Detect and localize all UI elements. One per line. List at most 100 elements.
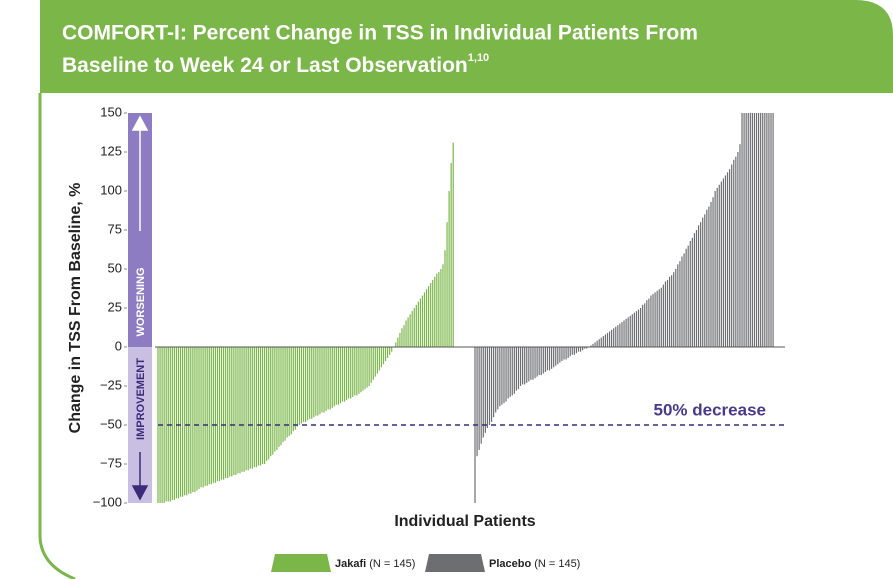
bar (575, 347, 578, 354)
bar (225, 347, 227, 479)
bar (253, 347, 255, 468)
bar (179, 347, 182, 497)
bar (317, 347, 319, 416)
bar (241, 347, 243, 472)
y-axis-label: Change in TSS From Baseline, % (67, 183, 84, 434)
bar (286, 347, 288, 438)
y-tick-label: 100 (100, 182, 122, 197)
bar (553, 347, 555, 368)
bar (405, 320, 407, 347)
bar (202, 347, 204, 488)
bar (233, 347, 235, 475)
bar (484, 347, 486, 433)
bar (749, 113, 751, 347)
bar (615, 326, 617, 347)
bar (397, 337, 399, 347)
bar (656, 290, 658, 347)
bar (555, 347, 557, 366)
bar (272, 347, 274, 455)
bar (186, 347, 188, 496)
bar (370, 347, 372, 383)
bar (354, 347, 356, 396)
bar (726, 172, 729, 347)
bar (668, 276, 671, 347)
bar (482, 347, 484, 438)
bar (625, 318, 627, 347)
bar (216, 347, 219, 482)
bar (266, 347, 268, 461)
bar (208, 347, 210, 485)
bar (352, 347, 354, 397)
bar (586, 347, 588, 349)
bar (538, 347, 540, 376)
bar (613, 328, 615, 347)
bar (633, 312, 635, 347)
bar (760, 113, 762, 347)
bar (724, 175, 727, 347)
bar (243, 347, 245, 472)
bar (444, 250, 446, 347)
bar (600, 337, 602, 347)
bar (766, 113, 768, 347)
bar (356, 347, 358, 396)
bar (190, 347, 192, 494)
bar (501, 347, 503, 405)
y-tick-label: −75 (100, 455, 122, 470)
bar (505, 347, 507, 402)
bar (376, 347, 378, 374)
bar (323, 347, 325, 413)
bar (526, 347, 528, 383)
bar (206, 347, 208, 486)
bar (294, 347, 296, 430)
bar (247, 347, 249, 471)
bar (691, 237, 693, 347)
bar (264, 347, 266, 464)
bar (331, 347, 333, 408)
bar (419, 298, 421, 347)
legend-swatch (425, 554, 485, 572)
bar (366, 347, 368, 388)
bar (480, 347, 482, 444)
bar (358, 347, 360, 394)
bar (434, 276, 436, 347)
bar (321, 347, 323, 413)
bar (380, 347, 383, 368)
bar (171, 347, 173, 500)
bar (319, 347, 321, 415)
bar (282, 347, 284, 443)
bar (755, 113, 758, 347)
bar (751, 113, 753, 347)
bar (348, 347, 350, 399)
bar (327, 347, 329, 410)
bar (169, 347, 171, 502)
legend-entry: Jakafi (N = 145) (335, 558, 415, 570)
bar (710, 201, 712, 347)
bar (662, 284, 664, 347)
y-tick-label: −50 (100, 416, 122, 431)
y-tick-label: 0 (115, 338, 122, 353)
bar (517, 347, 520, 390)
bar (305, 347, 307, 422)
bar (660, 287, 662, 347)
bar (729, 169, 731, 347)
bar (227, 347, 229, 479)
bar (374, 347, 376, 377)
bar (237, 347, 239, 474)
bar (689, 240, 691, 347)
bar (372, 347, 374, 380)
bar (212, 347, 214, 483)
bar (476, 347, 478, 457)
bar (292, 347, 294, 432)
bar (735, 156, 737, 347)
bar (395, 342, 397, 347)
bar (557, 347, 559, 365)
bar (288, 347, 290, 436)
bar (681, 256, 683, 347)
bar (333, 347, 335, 407)
bar (223, 347, 225, 480)
bar (251, 347, 253, 469)
bar (522, 347, 524, 385)
bar (623, 320, 625, 347)
bar (540, 347, 542, 376)
